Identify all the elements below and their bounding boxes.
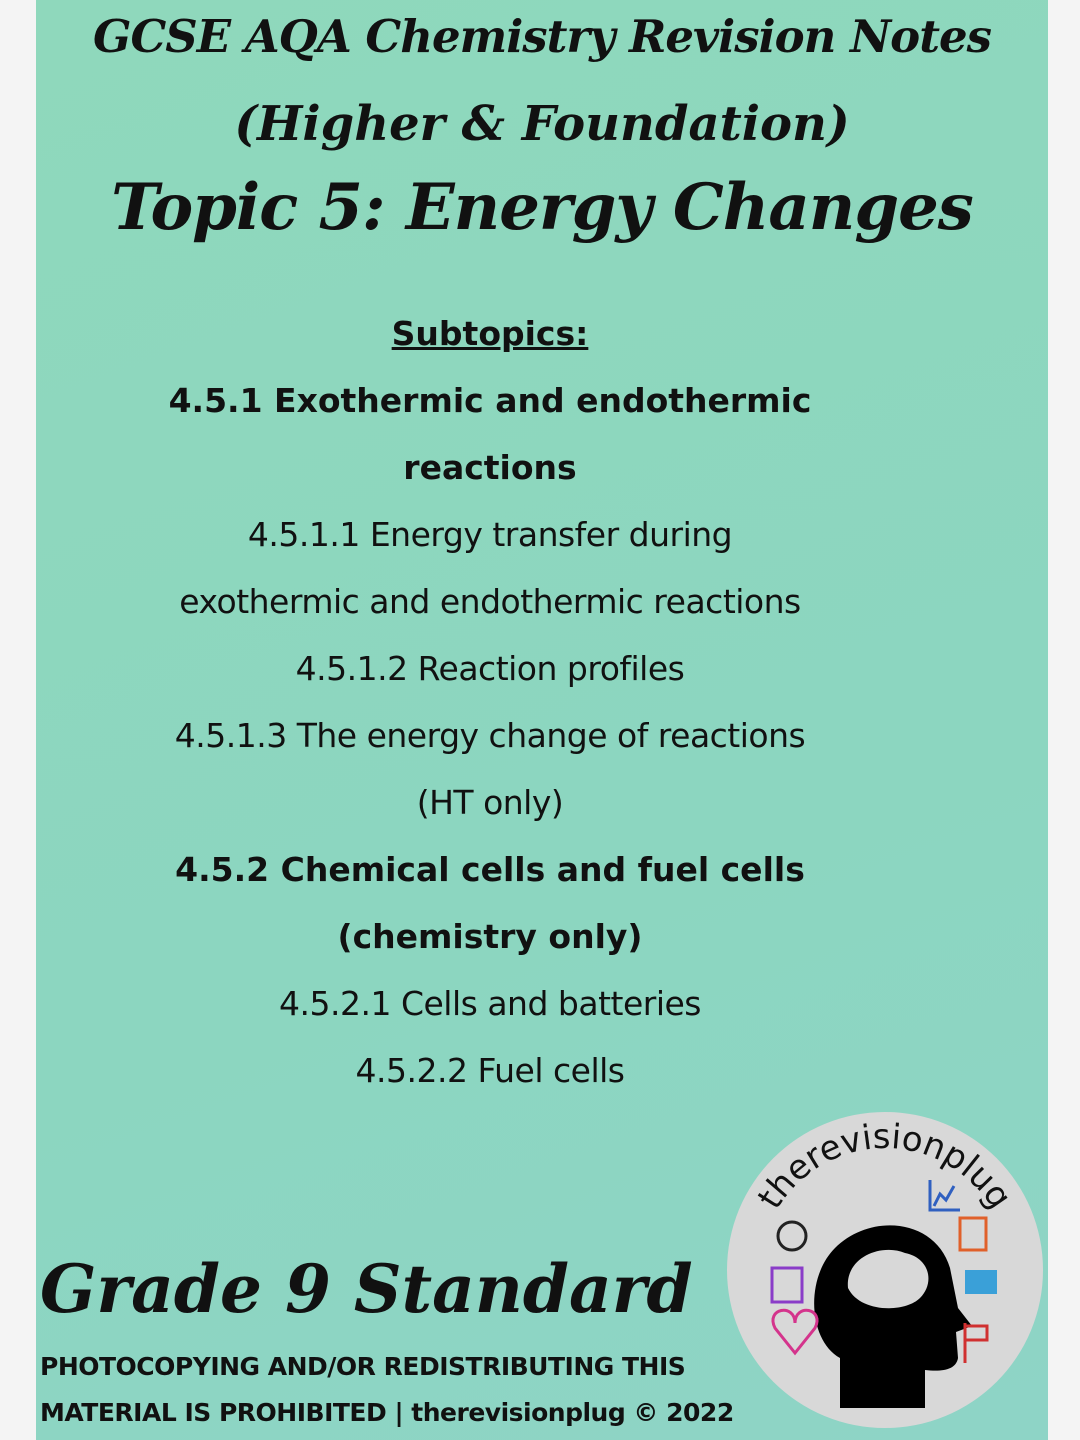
section-title: 4.5.2 Chemical cells and fuel cells (che… <box>175 850 805 956</box>
flag-icon <box>963 1323 989 1363</box>
atom-icon <box>776 1220 808 1252</box>
subtopics: Subtopics: 4.5.1 Exothermic and endother… <box>160 300 820 1104</box>
topic: Topic 5: Energy Changes <box>111 170 974 245</box>
subtitle: (Higher & Foundation) <box>234 96 850 152</box>
chart-icon <box>928 1180 960 1212</box>
lab-icon <box>770 1266 804 1304</box>
book-icon <box>965 1270 997 1294</box>
notice-line: PHOTOCOPYING AND/OR REDISTRIBUTING THIS <box>40 1352 686 1381</box>
poster: GCSE AQA Chemistry Revision Notes (Highe… <box>36 0 1048 1440</box>
section-title: 4.5.1 Exothermic and endothermic reactio… <box>168 381 812 487</box>
heart-icon <box>771 1308 819 1356</box>
subtopic-item: 4.5.1.1 Energy transfer during exothermi… <box>179 515 801 621</box>
grade: Grade 9 Standard <box>40 1250 693 1328</box>
subtopic-item: 4.5.2.2 Fuel cells <box>355 1051 625 1090</box>
logo: therevisionplug <box>727 1112 1043 1428</box>
brain-icon <box>847 1249 929 1309</box>
title: GCSE AQA Chemistry Revision Notes <box>93 10 992 63</box>
subtopic-item: 4.5.1.3 The energy change of reactions (… <box>174 716 806 822</box>
notice-line: MATERIAL IS PROHIBITED | therevisionplug… <box>40 1398 734 1427</box>
subtopic-item: 4.5.1.2 Reaction profiles <box>295 649 685 688</box>
calc-icon <box>958 1216 988 1252</box>
subtopic-item: 4.5.2.1 Cells and batteries <box>279 984 701 1023</box>
subtopics-heading: Subtopics: <box>391 314 589 353</box>
